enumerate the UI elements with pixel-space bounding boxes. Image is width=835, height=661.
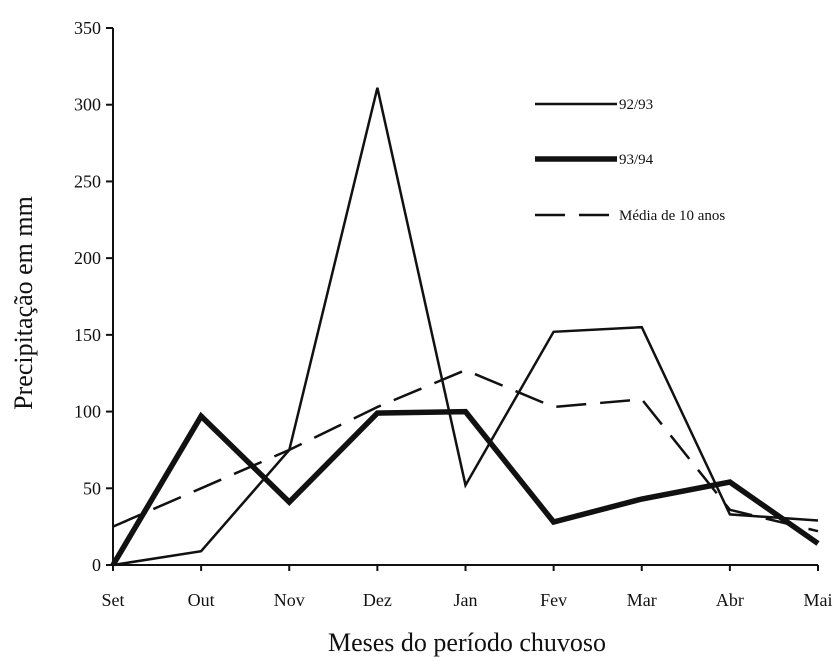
y-tick-label: 250: [74, 171, 101, 191]
y-axis-title: Precipitação em mm: [9, 196, 38, 410]
y-tick-label: 150: [74, 325, 101, 345]
x-tick-label: Out: [188, 590, 215, 610]
legend-label-2: 93/94: [619, 152, 654, 168]
x-axis-title: Meses do período chuvoso: [328, 628, 606, 657]
series-line-1: [112, 87, 819, 567]
chart-legend: 92/93 93/94 Média de 10 anos: [535, 97, 725, 224]
y-tick-label: 0: [92, 555, 101, 575]
x-tick-label: Dez: [363, 590, 392, 610]
x-axis-ticks: Set Out Nov Dez Jan Fev Mar Abr Mai: [101, 565, 833, 610]
y-tick-label: 300: [74, 95, 101, 115]
x-tick-label: Abr: [716, 590, 744, 610]
x-tick-label: Mar: [627, 590, 657, 610]
legend-label-3: Média de 10 anos: [619, 208, 725, 224]
series-line-3: [112, 368, 819, 533]
x-tick-label: Jan: [454, 590, 478, 610]
x-tick-label: Set: [101, 590, 124, 610]
legend-label-1: 92/93: [619, 97, 653, 113]
y-axis-ticks: 0 50 100 150 200 250 300 350: [74, 18, 113, 575]
series-line-2: [110, 408, 820, 567]
y-tick-label: 100: [74, 402, 101, 422]
y-tick-label: 350: [74, 18, 101, 38]
series-lines: [110, 87, 820, 567]
x-tick-label: Fev: [540, 590, 567, 610]
y-tick-label: 200: [74, 248, 101, 268]
x-tick-label: Mai: [804, 590, 833, 610]
x-tick-label: Nov: [274, 590, 305, 610]
y-tick-label: 50: [83, 478, 101, 498]
